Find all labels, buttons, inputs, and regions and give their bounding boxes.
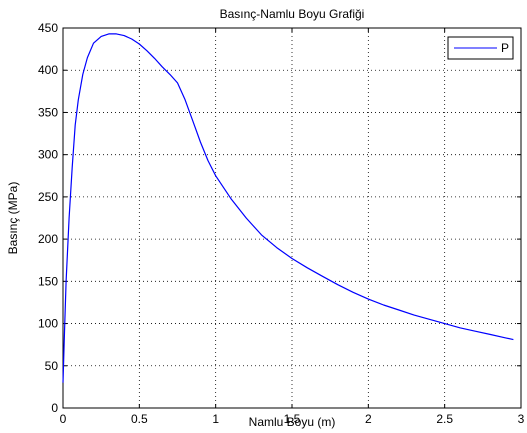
series-line-p [62, 33, 514, 383]
y-tick-label: 50 [45, 359, 59, 373]
x-tick-label: 0.5 [131, 412, 148, 426]
x-tick-label: 3 [518, 412, 525, 426]
x-tick-label: 2 [365, 412, 372, 426]
x-tick-labels: 0 0.5 1 1.5 2 2.5 3 [60, 412, 525, 426]
legend-label-p: P [501, 41, 509, 55]
y-tick-label: 150 [38, 274, 58, 288]
series-lines [62, 33, 514, 383]
x-tick-label: 1.5 [284, 412, 301, 426]
y-tick-labels: 0 50 100 150 200 250 300 350 400 450 [38, 21, 58, 415]
y-tick-label: 0 [51, 401, 58, 415]
y-tick-label: 300 [38, 148, 58, 162]
y-axis-label: Basınç (MPa) [6, 182, 20, 255]
y-tick-label: 100 [38, 317, 58, 331]
grid [63, 28, 521, 408]
legend: P [447, 36, 514, 60]
y-tick-label: 200 [38, 232, 58, 246]
chart-title: Basınç-Namlu Boyu Grafiği [220, 7, 365, 21]
x-tick-label: 1 [212, 412, 219, 426]
y-tick-label: 350 [38, 105, 58, 119]
y-tick-label: 400 [38, 63, 58, 77]
x-tick-label: 2.5 [436, 412, 453, 426]
x-axis-label: Namlu Boyu (m) [249, 415, 336, 429]
x-tick-label: 0 [60, 412, 67, 426]
y-tick-label: 250 [38, 190, 58, 204]
y-tick-label: 450 [38, 21, 58, 35]
